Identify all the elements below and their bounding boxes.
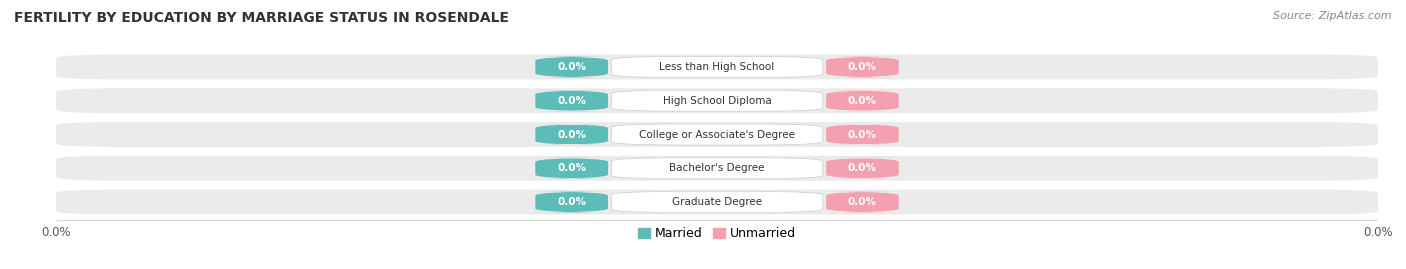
FancyBboxPatch shape — [56, 190, 1378, 214]
Text: 0.0%: 0.0% — [557, 163, 586, 173]
Text: 0.0%: 0.0% — [848, 163, 877, 173]
FancyBboxPatch shape — [529, 56, 614, 77]
FancyBboxPatch shape — [529, 158, 614, 179]
FancyBboxPatch shape — [612, 124, 823, 145]
FancyBboxPatch shape — [612, 158, 823, 179]
FancyBboxPatch shape — [820, 90, 905, 111]
FancyBboxPatch shape — [820, 158, 905, 179]
Text: 0.0%: 0.0% — [848, 197, 877, 207]
Text: 0.0%: 0.0% — [848, 96, 877, 106]
FancyBboxPatch shape — [612, 56, 823, 77]
FancyBboxPatch shape — [612, 90, 823, 111]
Text: 0.0%: 0.0% — [557, 129, 586, 140]
Text: 0.0%: 0.0% — [848, 62, 877, 72]
Text: FERTILITY BY EDUCATION BY MARRIAGE STATUS IN ROSENDALE: FERTILITY BY EDUCATION BY MARRIAGE STATU… — [14, 11, 509, 25]
Text: 0.0%: 0.0% — [557, 197, 586, 207]
Text: Graduate Degree: Graduate Degree — [672, 197, 762, 207]
Text: 0.0%: 0.0% — [557, 96, 586, 106]
FancyBboxPatch shape — [820, 56, 905, 77]
FancyBboxPatch shape — [820, 192, 905, 213]
FancyBboxPatch shape — [56, 55, 1378, 79]
Legend: Married, Unmarried: Married, Unmarried — [633, 222, 801, 245]
Text: College or Associate's Degree: College or Associate's Degree — [640, 129, 794, 140]
Text: Source: ZipAtlas.com: Source: ZipAtlas.com — [1274, 11, 1392, 21]
Text: 0.0%: 0.0% — [557, 62, 586, 72]
Text: 0.0%: 0.0% — [848, 129, 877, 140]
Text: Less than High School: Less than High School — [659, 62, 775, 72]
FancyBboxPatch shape — [529, 90, 614, 111]
Text: Bachelor's Degree: Bachelor's Degree — [669, 163, 765, 173]
FancyBboxPatch shape — [529, 192, 614, 213]
FancyBboxPatch shape — [529, 124, 614, 145]
FancyBboxPatch shape — [56, 156, 1378, 181]
Text: High School Diploma: High School Diploma — [662, 96, 772, 106]
FancyBboxPatch shape — [56, 122, 1378, 147]
FancyBboxPatch shape — [612, 192, 823, 213]
FancyBboxPatch shape — [820, 124, 905, 145]
FancyBboxPatch shape — [56, 88, 1378, 113]
